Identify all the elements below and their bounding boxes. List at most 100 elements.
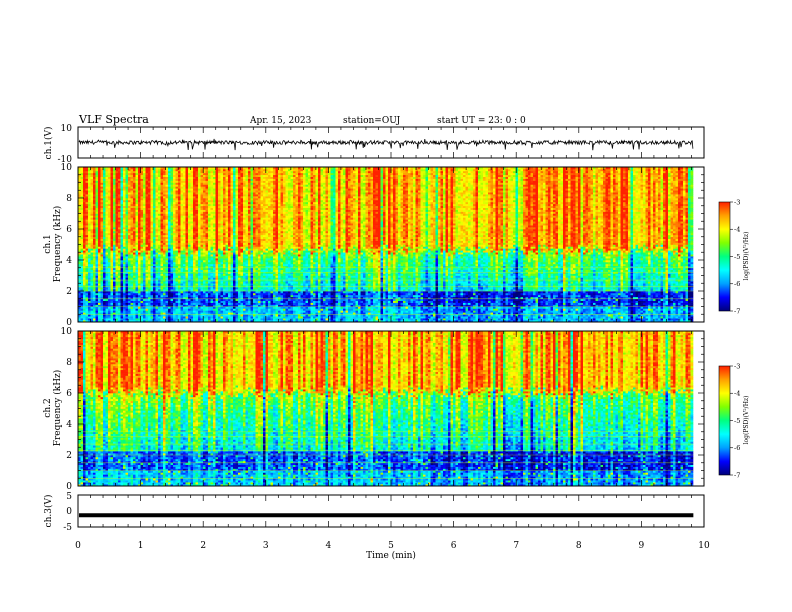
spectrogram-cell — [98, 186, 101, 188]
spectrogram-cell — [93, 206, 96, 208]
spectrogram-cell — [93, 200, 96, 202]
spectrogram-cell — [86, 276, 89, 278]
spectrogram-cell — [96, 237, 99, 239]
spectrogram-cell — [106, 248, 109, 250]
spectrogram-cell — [96, 233, 99, 235]
spectrogram-cell — [96, 202, 99, 204]
spectrogram-cell — [81, 246, 84, 248]
spectrogram-cell — [106, 274, 109, 276]
spectrogram-cell — [111, 169, 114, 171]
spectrogram-cell — [101, 256, 104, 258]
spectrogram-cell — [91, 254, 94, 256]
spectrogram-cell — [91, 248, 94, 250]
spectrogram-cell — [103, 169, 106, 171]
spectrogram-cell — [83, 206, 86, 208]
spectrogram-cell — [98, 210, 101, 212]
spectrogram-cell — [88, 245, 91, 247]
spectrogram-cell — [113, 208, 116, 210]
spectrogram-cell — [118, 175, 121, 177]
spectrogram-cell — [88, 310, 91, 312]
spectrogram-cell — [106, 254, 109, 256]
spectrogram-cell — [106, 272, 109, 274]
spectrogram-cell — [96, 235, 99, 237]
spectrogram-cell — [121, 307, 124, 309]
spectrogram-cell — [96, 250, 99, 252]
spectrogram-cell — [81, 239, 84, 241]
spectrogram-cell — [111, 196, 114, 198]
spectrogram-cell — [118, 190, 121, 192]
spectrogram-cell — [98, 235, 101, 237]
spectrogram-cell — [96, 184, 99, 186]
spectrogram-cell — [103, 303, 106, 305]
spectrogram-cell — [83, 223, 86, 225]
spectrogram-cell — [101, 192, 104, 194]
spectrogram-cell — [93, 198, 96, 200]
spectrogram-cell — [108, 276, 111, 278]
spectrogram-cell — [106, 190, 109, 192]
spectrogram-cell — [103, 190, 106, 192]
spectrogram-cell — [113, 239, 116, 241]
spectrogram-cell — [101, 183, 104, 185]
spectrogram-cell — [86, 171, 89, 173]
spectrogram-cell — [103, 283, 106, 285]
spectrogram-cell — [91, 256, 94, 258]
spectrogram-cell — [101, 303, 104, 305]
spectrogram-cell — [113, 214, 116, 216]
spectrogram-cell — [103, 194, 106, 196]
spectrogram-cell — [96, 204, 99, 206]
spectrogram-cell — [108, 279, 111, 281]
spectrogram-cell — [116, 254, 119, 256]
spectrogram-cell — [91, 264, 94, 266]
spectrogram-cell — [81, 295, 84, 297]
spectrogram-cell — [88, 219, 91, 221]
spectrogram-cell — [103, 318, 106, 320]
spectrogram-cell — [111, 173, 114, 175]
spectrogram-cell — [83, 217, 86, 219]
spectrogram-cell — [98, 225, 101, 227]
spectrogram-cell — [83, 215, 86, 217]
spectrogram-cell — [93, 241, 96, 243]
spectrogram-cell — [116, 287, 119, 289]
spectrogram-cell — [91, 194, 94, 196]
spectrogram-cell — [88, 217, 91, 219]
spectrogram-cell — [118, 279, 121, 281]
spectrogram-cell — [96, 192, 99, 194]
spectrogram-cell — [101, 204, 104, 206]
spectrogram-cell — [96, 175, 99, 177]
spectrogram-cell — [91, 227, 94, 229]
spectrogram-cell — [111, 254, 114, 256]
start-time-label: start UT = 23: 0 : 0 — [437, 116, 526, 126]
spectrogram-cell — [101, 223, 104, 225]
spectrogram-cell — [111, 303, 114, 305]
spectrogram-cell — [111, 239, 114, 241]
spectrogram-cell — [86, 192, 89, 194]
spectrogram-cell — [106, 221, 109, 223]
spectrogram-cell — [118, 227, 121, 229]
spectrogram-cell — [91, 252, 94, 254]
spectrogram-cell — [108, 223, 111, 225]
spectrogram-cell — [91, 287, 94, 289]
spectrogram-cell — [118, 198, 121, 200]
spectrogram-cell — [111, 272, 114, 274]
spectrogram-cell — [101, 229, 104, 231]
spectrogram-cell — [93, 225, 96, 227]
spectrogram-cell — [93, 264, 96, 266]
spectrogram-cell — [91, 235, 94, 237]
spectrogram-cell — [108, 243, 111, 245]
spectrogram-cell — [93, 229, 96, 231]
spectrogram-cell — [103, 235, 106, 237]
spectrogram-cell — [98, 231, 101, 233]
spectrogram-cell — [113, 276, 116, 278]
spectrogram-cell — [116, 252, 119, 254]
spectrogram-cell — [108, 248, 111, 250]
spectrogram-cell — [113, 252, 116, 254]
spectrogram-cell — [101, 279, 104, 281]
spectrogram-cell — [88, 272, 91, 274]
spectrogram-cell — [116, 196, 119, 198]
spectrogram-cell — [108, 194, 111, 196]
spectrogram-cell — [88, 246, 91, 248]
spectrogram-cell — [118, 219, 121, 221]
spectrogram-cell — [116, 246, 119, 248]
spectrogram-cell — [108, 190, 111, 192]
spectrogram-cell — [103, 293, 106, 295]
